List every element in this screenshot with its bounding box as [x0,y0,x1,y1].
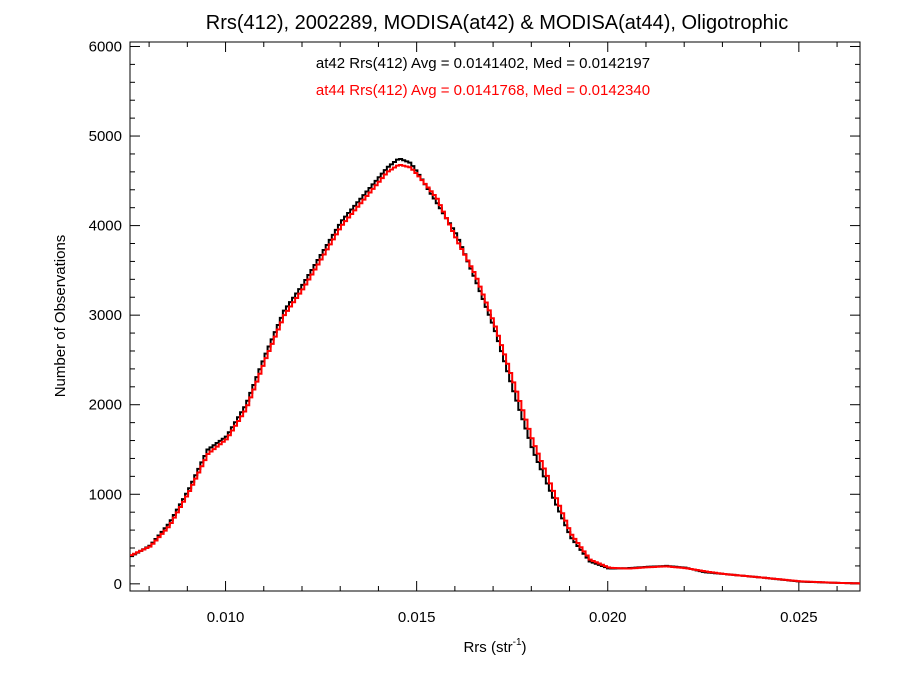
x-axis-label: Rrs (str-1) [463,637,526,656]
x-tick-label: 0.015 [398,609,436,626]
x-axis-label-main: Rrs (str [463,639,512,656]
series-layer [130,158,860,585]
series-line-at42 [130,158,860,585]
x-tick-label: 0.025 [780,609,818,626]
y-tick-label: 5000 [89,128,122,145]
series-line-at44 [130,164,860,585]
plot-frame [129,41,861,592]
x-axis-label-close: ) [522,639,527,656]
annotation-at42: at42 Rrs(412) Avg = 0.0141402, Med = 0.0… [316,55,650,72]
y-tick-label: 6000 [89,38,122,55]
x-axis: 0.010 0.015 0.020 0.025 [148,42,838,626]
x-tick-label: 0.010 [207,609,245,626]
y-tick-label: 1000 [89,486,122,503]
x-tick-label: 0.020 [589,609,627,626]
y-tick-label: 2000 [89,397,122,414]
y-tick-label: 3000 [89,307,122,324]
plot-border [129,41,861,592]
chart-title: Rrs(412), 2002289, MODISA(at42) & MODISA… [206,12,788,34]
y-tick-label: 0 [114,576,122,593]
y-axis: 0 1000 2000 3000 4000 5000 6000 [89,38,860,593]
x-axis-label-superscript: -1 [513,637,522,648]
y-tick-label: 4000 [89,218,122,235]
annotation-at44: at44 Rrs(412) Avg = 0.0141768, Med = 0.0… [316,82,650,99]
y-axis-label: Number of Observations [52,235,69,398]
